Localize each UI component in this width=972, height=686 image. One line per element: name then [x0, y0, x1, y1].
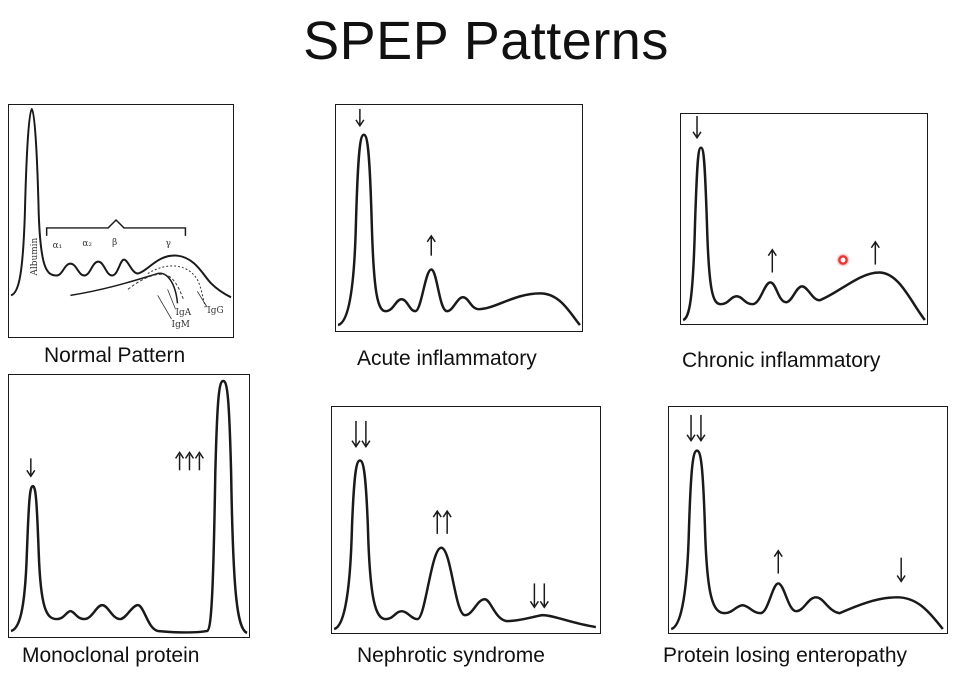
immunoglobulin-curve-igm: [70, 272, 179, 304]
alpha1-label: α₁: [53, 241, 63, 251]
nephrotic-arrow-down-albumin: [351, 420, 371, 448]
enteropathy-arrow-up-alpha2: [773, 549, 783, 574]
nephrotic-syndrome-graph: [333, 420, 597, 631]
monoclonal-trace: [10, 379, 248, 635]
cursor-pointer-dot: [836, 253, 850, 267]
chronic-arrow-up-alpha2: [767, 248, 777, 273]
monoclonal-protein-graph: [10, 379, 248, 635]
alpha2-label: α₂: [82, 239, 92, 249]
igg-label: IgG: [207, 306, 223, 316]
monoclonal-protein-panel: [8, 374, 250, 638]
enteropathy-trace: [670, 449, 944, 631]
immunoglobulin-curve-igg: [147, 265, 206, 308]
chronic-arrow-up-gamma: [870, 240, 880, 265]
protein-losing-enteropathy-caption: Protein losing enteropathy: [663, 644, 907, 667]
beta-label: β: [112, 238, 117, 248]
acute-inflammatory-caption: Acute inflammatory: [357, 347, 537, 370]
chronic-inflammatory-panel: [680, 113, 928, 325]
nephrotic-trace: [333, 459, 597, 631]
nephrotic-arrow-down-gamma: [529, 583, 549, 609]
normal-pattern-caption: Normal Pattern: [44, 344, 186, 367]
protein-losing-enteropathy-panel: [668, 406, 948, 634]
gamma-label: γ: [166, 239, 171, 249]
normal-trace: [10, 108, 232, 299]
fraction-bracket: [45, 218, 187, 236]
monoclonal-protein-caption: Monoclonal protein: [22, 644, 200, 667]
nephrotic-arrow-up-alpha2: [432, 509, 452, 534]
acute-inflammatory-graph: [337, 108, 581, 327]
monoclonal-arrow-down-albumin: [26, 458, 36, 478]
page-title: SPEP Patterns: [303, 11, 669, 71]
nephrotic-syndrome-panel: [331, 406, 601, 634]
acute-arrow-up-alpha2: [426, 234, 436, 256]
enteropathy-arrow-down-gamma: [896, 557, 906, 583]
acute-trace: [337, 133, 581, 327]
acute-inflammatory-panel: [335, 104, 583, 332]
immunoglobulin-curve-iga: [127, 273, 184, 300]
albumin-label: Albumin: [30, 238, 40, 277]
iga-label: IgA: [176, 308, 192, 318]
enteropathy-arrow-down-albumin: [686, 414, 706, 443]
chronic-inflammatory-caption: Chronic inflammatory: [682, 349, 881, 372]
igm-label: IgM: [172, 320, 190, 330]
chronic-arrow-down-albumin: [692, 115, 702, 140]
normal-pattern-panel: Albumin α₁ α₂ β γ IgA IgM IgG: [8, 104, 234, 338]
acute-arrow-down-albumin: [355, 108, 365, 128]
monoclonal-arrow-up-triple: [174, 451, 204, 471]
igm-leader: [157, 295, 172, 320]
nephrotic-syndrome-caption: Nephrotic syndrome: [357, 644, 545, 667]
iga-leader: [167, 289, 176, 310]
chronic-inflammatory-graph: [682, 115, 926, 322]
normal-pattern-graph: Albumin α₁ α₂ β γ IgA IgM IgG: [10, 108, 232, 330]
chronic-trace: [682, 146, 926, 322]
igg-leader: [196, 291, 208, 308]
protein-losing-enteropathy-graph: [670, 414, 944, 631]
